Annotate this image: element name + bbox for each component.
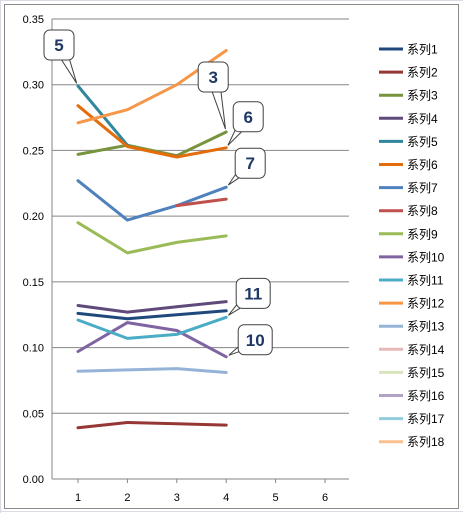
y-tick-label: 0.10 <box>23 343 44 355</box>
series-line-系列7[interactable] <box>76 179 228 222</box>
legend-label: 系列16 <box>407 389 445 403</box>
sheet-gridline <box>0 511 463 512</box>
series-line-系列4[interactable] <box>76 300 228 314</box>
callout-label: 10 <box>246 331 265 350</box>
series-line-系列10[interactable] <box>76 321 228 359</box>
y-tick-label: 0.05 <box>23 408 44 420</box>
chart-object[interactable]: 0.00 0.05 0.10 0.15 0.20 0.25 0.30 0.35 1 2 3 4 5 6 5… <box>4 4 459 509</box>
callout-label: 5 <box>54 36 63 55</box>
legend-item-系列18[interactable]: 系列18 <box>379 435 445 449</box>
callout-label: 11 <box>244 284 262 303</box>
x-tick-label: 4 <box>223 492 229 504</box>
legend-item-系列16[interactable]: 系列16 <box>379 389 445 403</box>
legend-label: 系列6 <box>407 158 438 172</box>
series-line-系列8[interactable] <box>175 197 228 208</box>
x-tick-label: 1 <box>75 492 81 504</box>
legend-label: 系列12 <box>407 297 445 311</box>
callout-11[interactable]: 11 <box>228 277 271 316</box>
legend-item-系列7[interactable]: 系列7 <box>379 181 438 195</box>
legend-item-系列1[interactable]: 系列1 <box>379 43 438 57</box>
callout-6[interactable]: 6 <box>227 101 264 146</box>
y-tick-label: 0.15 <box>23 277 44 289</box>
callout-fill <box>199 63 228 92</box>
legend-label: 系列7 <box>407 181 438 195</box>
legend-label: 系列17 <box>407 412 445 426</box>
legend-label: 系列18 <box>407 435 445 449</box>
legend-item-系列15[interactable]: 系列15 <box>379 366 445 380</box>
callout-5[interactable]: 5 <box>43 29 78 84</box>
series-line-系列13[interactable] <box>76 367 228 374</box>
legend-label: 系列9 <box>407 227 438 241</box>
legend-item-系列17[interactable]: 系列17 <box>379 412 445 426</box>
series-line-系列2[interactable] <box>76 421 228 430</box>
legend-item-系列10[interactable]: 系列10 <box>379 250 445 264</box>
legend-label: 系列2 <box>407 66 438 80</box>
legend-label: 系列1 <box>407 43 438 57</box>
legend-item-系列13[interactable]: 系列13 <box>379 320 445 334</box>
callout-fill <box>236 149 265 178</box>
legend-label: 系列5 <box>407 135 438 149</box>
legend-label: 系列4 <box>407 112 438 126</box>
legend-item-系列3[interactable]: 系列3 <box>379 89 438 103</box>
series-line-系列9[interactable] <box>76 221 228 255</box>
callout-label: 3 <box>208 68 217 87</box>
callout-10[interactable]: 10 <box>228 324 273 356</box>
legend-label: 系列14 <box>407 343 445 357</box>
callout-label: 7 <box>245 154 254 173</box>
legend-label: 系列8 <box>407 204 438 218</box>
y-tick-label: 0.35 <box>23 14 44 26</box>
legend-item-系列11[interactable]: 系列11 <box>379 274 444 288</box>
legend-item-系列4[interactable]: 系列4 <box>379 112 438 126</box>
x-tick-label: 2 <box>124 492 130 504</box>
y-tick-label: 0.00 <box>23 474 44 486</box>
legend-item-系列6[interactable]: 系列6 <box>379 158 438 172</box>
y-tick-label: 0.25 <box>23 145 44 157</box>
legend-item-系列2[interactable]: 系列2 <box>379 66 438 80</box>
x-tick-label: 6 <box>322 492 328 504</box>
legend-item-系列9[interactable]: 系列9 <box>379 227 438 241</box>
legend-label: 系列11 <box>407 274 444 288</box>
legend-label: 系列10 <box>407 250 445 264</box>
x-tick-label: 5 <box>273 492 279 504</box>
callout-7[interactable]: 7 <box>227 147 266 186</box>
sheet-gridline <box>0 0 463 1</box>
legend-label: 系列3 <box>407 89 438 103</box>
callout-fill <box>237 279 270 308</box>
y-tick-label: 0.30 <box>23 80 44 92</box>
series-line-系列1[interactable] <box>76 309 228 321</box>
legend-item-系列12[interactable]: 系列12 <box>379 297 445 311</box>
legend-label: 系列13 <box>407 320 445 334</box>
callout-label: 6 <box>243 108 252 127</box>
line-chart: 0.00 0.05 0.10 0.15 0.20 0.25 0.30 0.35 1 2 3 4 5 6 5… <box>23 14 445 504</box>
sheet-gridline <box>0 0 1 513</box>
legend-item-系列8[interactable]: 系列8 <box>379 204 438 218</box>
callout-fill <box>45 31 73 60</box>
callout-fill <box>234 102 263 131</box>
callout-fill <box>239 325 272 354</box>
callout-3[interactable]: 3 <box>197 61 229 130</box>
series-line-系列6[interactable] <box>76 104 228 159</box>
x-tick-label: 3 <box>174 492 180 504</box>
y-tick-label: 0.20 <box>23 211 44 223</box>
legend-item-系列5[interactable]: 系列5 <box>379 135 438 149</box>
series-line-系列11[interactable] <box>76 315 228 340</box>
legend-item-系列14[interactable]: 系列14 <box>379 343 445 357</box>
legend-label: 系列15 <box>407 366 445 380</box>
